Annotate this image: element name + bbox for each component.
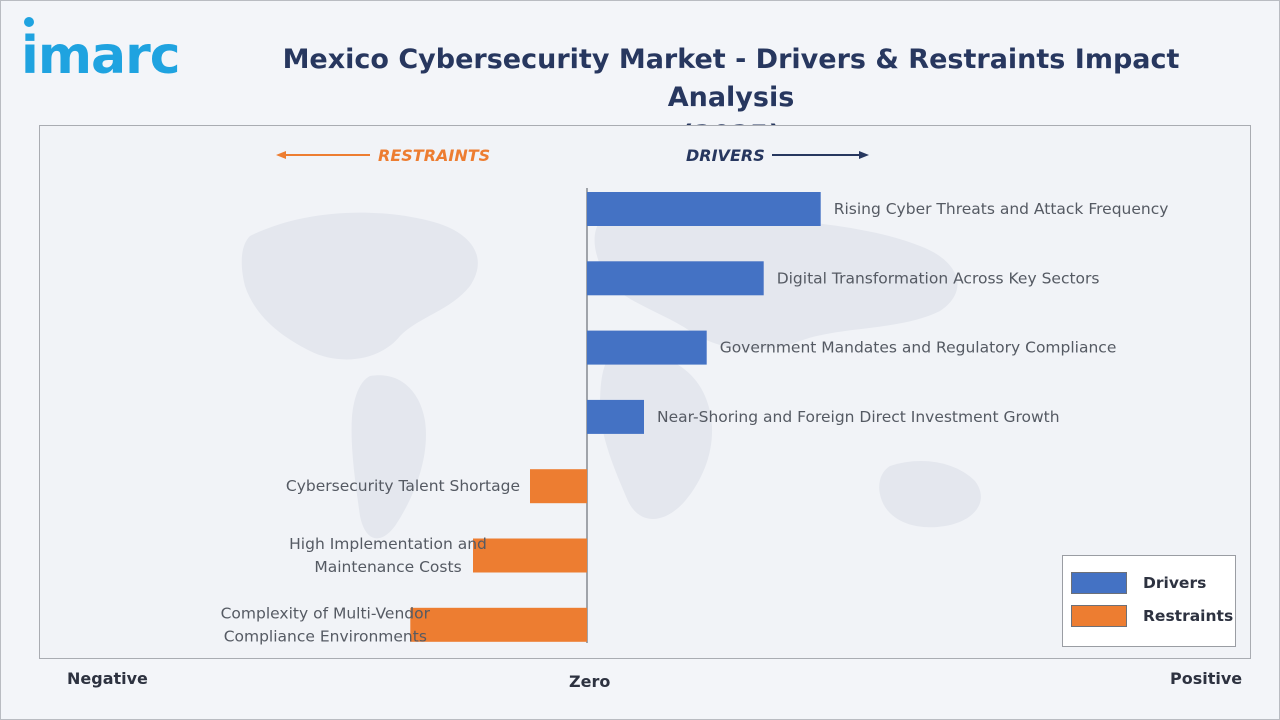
driver-bar-4 [587, 399, 644, 434]
drivers-heading: DRIVERS [686, 146, 765, 165]
legend-swatch-restraints [1071, 605, 1127, 627]
plot-area: RESTRAINTS DRIVERS Rising Cyber Threats an… [39, 125, 1251, 691]
legend-item-restraints: Restraints [1071, 605, 1233, 627]
restraint-label-3-line-2: Compliance Environments [224, 627, 427, 645]
axis-label-positive: Positive [1170, 669, 1243, 688]
imarc-logo: imarc [21, 17, 181, 85]
restraint-label-3-line-1: Complexity of Multi-Vendor [221, 604, 431, 622]
logo-wordmark: imarc [21, 26, 180, 85]
chart-title-line-1: Mexico Cybersecurity Market - Drivers & … [282, 44, 1180, 113]
driver-label-3: Government Mandates and Regulatory Compl… [720, 339, 1117, 357]
legend-item-drivers: Drivers [1071, 572, 1206, 594]
world-map-watermark [241, 211, 981, 539]
restraint-label-2-line-2: Maintenance Costs [314, 558, 461, 576]
restraint-bar-3 [410, 607, 587, 642]
bar-chart-svg: RESTRAINTS DRIVERS Rising Cyber Threats an… [221, 146, 1169, 645]
logo-dot [24, 17, 34, 27]
chart-legend: Drivers Restraints [1062, 555, 1236, 647]
drivers-arrow-head [859, 151, 869, 159]
restraint-label-2-line-1: High Implementation and [289, 535, 487, 553]
legend-label-drivers: Drivers [1143, 574, 1207, 592]
legend-swatch-drivers [1071, 572, 1127, 594]
axis-label-zero: Zero [569, 672, 611, 691]
driver-label-2: Digital Transformation Across Key Sector… [777, 269, 1100, 287]
driver-bar-2 [587, 261, 764, 296]
restraint-bar-1 [530, 469, 587, 504]
restraint-bar-2 [473, 538, 587, 573]
legend-label-restraints: Restraints [1143, 607, 1234, 625]
restraint-label-1: Cybersecurity Talent Shortage [286, 477, 520, 495]
driver-label-4: Near-Shoring and Foreign Direct Investme… [657, 408, 1060, 426]
driver-bar-3 [587, 330, 707, 365]
driver-label-1: Rising Cyber Threats and Attack Frequenc… [834, 200, 1169, 218]
driver-bar-1 [587, 192, 821, 226]
restraints-arrow-head [276, 151, 286, 159]
axis-label-negative: Negative [67, 669, 148, 688]
restraints-heading: RESTRAINTS [378, 146, 490, 165]
